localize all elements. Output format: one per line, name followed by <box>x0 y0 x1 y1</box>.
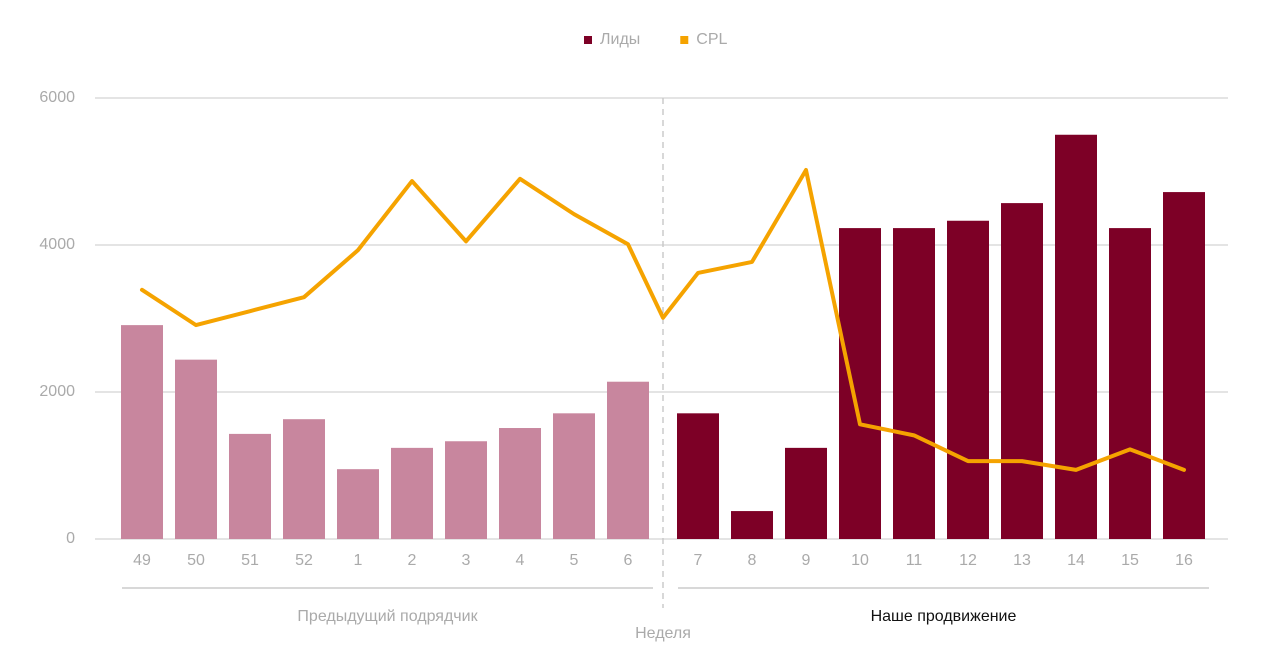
x-tick-label: 5 <box>570 552 579 569</box>
bar <box>947 220 989 539</box>
x-tick-label: 13 <box>1013 552 1031 569</box>
bar <box>121 325 163 539</box>
y-tick-label: 4000 <box>39 236 75 253</box>
bar <box>1055 134 1097 539</box>
x-tick-label: 2 <box>408 552 417 569</box>
bar <box>677 413 719 539</box>
group-label: Наше продвижение <box>871 608 1017 625</box>
bar <box>499 428 541 539</box>
x-tick-label: 10 <box>851 552 869 569</box>
bar <box>893 228 935 539</box>
legend-label: CPL <box>696 31 727 48</box>
x-tick-label: 8 <box>748 552 757 569</box>
x-axis-title: Неделя <box>635 625 691 642</box>
bar <box>391 447 433 539</box>
x-tick-label: 1 <box>354 552 363 569</box>
x-tick-label: 52 <box>295 552 313 569</box>
legend-swatch <box>584 36 592 44</box>
legend-swatch <box>680 36 689 44</box>
x-tick-label: 11 <box>906 552 923 569</box>
bar <box>553 413 595 539</box>
bar <box>839 228 881 539</box>
x-tick-label: 14 <box>1067 552 1085 569</box>
bar <box>175 359 217 539</box>
x-tick-label: 7 <box>694 552 703 569</box>
bar <box>1163 192 1205 539</box>
x-tick-label: 16 <box>1175 552 1193 569</box>
y-tick-label: 6000 <box>39 89 75 106</box>
x-tick-label: 3 <box>462 552 471 569</box>
x-tick-label: 9 <box>802 552 811 569</box>
y-tick-label: 2000 <box>39 383 75 400</box>
bar <box>337 469 379 539</box>
bar <box>283 419 325 539</box>
bar <box>445 441 487 539</box>
x-tick-label: 50 <box>187 552 205 569</box>
legend-label: Лиды <box>600 31 640 48</box>
bar <box>785 447 827 539</box>
x-tick-label: 51 <box>241 552 259 569</box>
x-tick-label: 15 <box>1121 552 1139 569</box>
bar <box>229 433 271 539</box>
x-tick-label: 49 <box>133 552 151 569</box>
bar <box>731 511 773 539</box>
x-tick-label: 4 <box>516 552 525 569</box>
line <box>140 168 1186 472</box>
bar <box>607 381 649 539</box>
x-tick-label: 12 <box>959 552 977 569</box>
group-label: Предыдущий подрядчик <box>297 608 478 625</box>
bar <box>1109 228 1151 539</box>
bar <box>1001 203 1043 540</box>
y-tick-label: 0 <box>66 530 75 547</box>
x-tick-label: 6 <box>624 552 633 569</box>
